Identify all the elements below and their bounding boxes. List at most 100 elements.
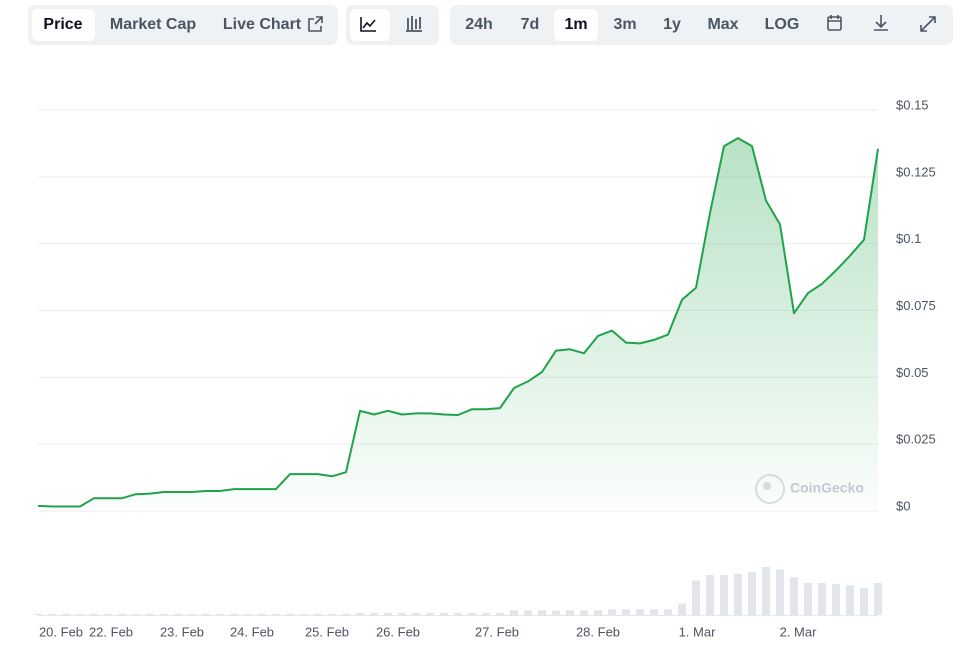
volume-bar: [328, 613, 336, 615]
volume-bar: [314, 613, 322, 615]
volume-bar: [104, 613, 112, 615]
volume-bar: [426, 612, 434, 615]
volume-bar: [370, 612, 378, 615]
range-button[interactable]: 1y: [663, 16, 681, 33]
volume-bar: [832, 584, 840, 615]
x-tick-label: 27. Feb: [475, 624, 519, 639]
volume-bar: [734, 573, 742, 615]
plot: $0 $0.025 $0.05 $0.075 $0.1 $0.125 $0.15 20. Fe…: [34, 97, 936, 639]
volume-bar: [608, 609, 616, 615]
volume-bar: [300, 613, 308, 615]
watermark-logo: [755, 474, 785, 504]
volume-bar: [202, 613, 210, 615]
calendar-icon[interactable]: [827, 16, 842, 31]
volume-bar: [412, 612, 420, 615]
volume-bar: [342, 613, 350, 615]
volume-bar: [160, 613, 168, 615]
volume-bar: [398, 612, 406, 615]
active-range[interactable]: [554, 9, 598, 41]
volume-bar: [244, 613, 252, 615]
y-tick-label: $0.075: [896, 298, 936, 313]
tab[interactable]: Live Chart: [223, 16, 302, 33]
volume-bar: [132, 613, 140, 615]
volume-bar: [454, 612, 462, 615]
volume-bar: [678, 603, 686, 615]
volume-bar: [790, 577, 798, 615]
volume-bar: [272, 613, 280, 615]
volume-bar: [706, 575, 714, 615]
tab-group: [28, 5, 338, 45]
volume-bar: [34, 613, 42, 615]
volume-bar: [90, 613, 98, 615]
x-tick-label: 23. Feb: [160, 624, 204, 639]
active-tab[interactable]: [32, 9, 95, 41]
download-icon[interactable]: [874, 15, 888, 31]
toolbar-icons: [827, 15, 936, 32]
volume-bar: [524, 610, 532, 615]
volume-bar: [762, 567, 770, 615]
x-tick-label: 2. Mar: [780, 624, 818, 639]
price-line: [37, 137, 879, 508]
volume-bar: [76, 613, 84, 615]
volume-bar: [874, 583, 882, 615]
x-tick-label: 24. Feb: [230, 624, 274, 639]
x-tick-label: 25. Feb: [305, 624, 349, 639]
volume-bar: [818, 583, 826, 615]
tab[interactable]: Price: [43, 16, 82, 33]
range-buttons: 24h 7d 1m 3m 1y Max LOG: [465, 9, 799, 41]
x-tick-label: 28. Feb: [576, 624, 620, 639]
volume-bar: [356, 612, 364, 615]
candle-icon[interactable]: [406, 16, 422, 32]
volume-bar: [664, 609, 672, 615]
range-button[interactable]: 24h: [465, 16, 493, 33]
volume-bar: [48, 613, 56, 615]
volume-bar: [174, 613, 182, 615]
volume-bar: [118, 613, 126, 615]
x-tick-label: 22. Feb: [89, 624, 133, 639]
range-button[interactable]: 7d: [521, 16, 540, 33]
y-tick-label: $0.1: [896, 231, 921, 246]
volume-bar: [552, 610, 560, 615]
volume-bar: [636, 609, 644, 615]
watermark: CoinGecko: [790, 480, 864, 496]
volume-bar: [804, 583, 812, 615]
volume-bar: [846, 585, 854, 615]
volume-bar: [510, 610, 518, 615]
volume-bar: [594, 610, 602, 615]
volume-bar: [216, 613, 224, 615]
y-tick-label: $0.15: [896, 97, 929, 112]
fullscreen-icon[interactable]: [920, 16, 936, 32]
volume-bar: [230, 613, 238, 615]
volume-bar: [622, 609, 630, 615]
x-tick-label: 1. Mar: [679, 624, 717, 639]
volume-bar: [566, 610, 574, 615]
y-tick-label: $0.125: [896, 164, 936, 179]
volume-bar: [62, 613, 70, 615]
range-button[interactable]: LOG: [765, 16, 800, 33]
volume-bar: [692, 580, 700, 615]
volume-bar: [748, 571, 756, 615]
volume-bar: [538, 610, 546, 615]
y-tick-label: $0.025: [896, 432, 936, 447]
volume-bar: [650, 609, 658, 615]
range-button[interactable]: Max: [707, 16, 738, 33]
volume-bar: [188, 613, 196, 615]
volume-bar: [468, 612, 476, 615]
volume-bar: [496, 612, 504, 615]
volume-bar: [286, 613, 294, 615]
y-tick-label: $0.05: [896, 365, 929, 380]
volume-bar: [860, 587, 868, 615]
range-button[interactable]: 3m: [613, 16, 636, 33]
volume-bar: [720, 575, 728, 615]
volume-bar: [776, 569, 784, 615]
x-tick-label: 20. Feb: [39, 624, 83, 639]
volume-bar: [146, 613, 154, 615]
x-tick-label: 26. Feb: [376, 624, 420, 639]
volume-bar: [384, 612, 392, 615]
y-tick-label: $0: [896, 498, 910, 513]
tab[interactable]: Market Cap: [110, 16, 196, 33]
volume-bar: [258, 613, 266, 615]
range-button[interactable]: 1m: [564, 16, 587, 33]
area: [38, 138, 878, 507]
